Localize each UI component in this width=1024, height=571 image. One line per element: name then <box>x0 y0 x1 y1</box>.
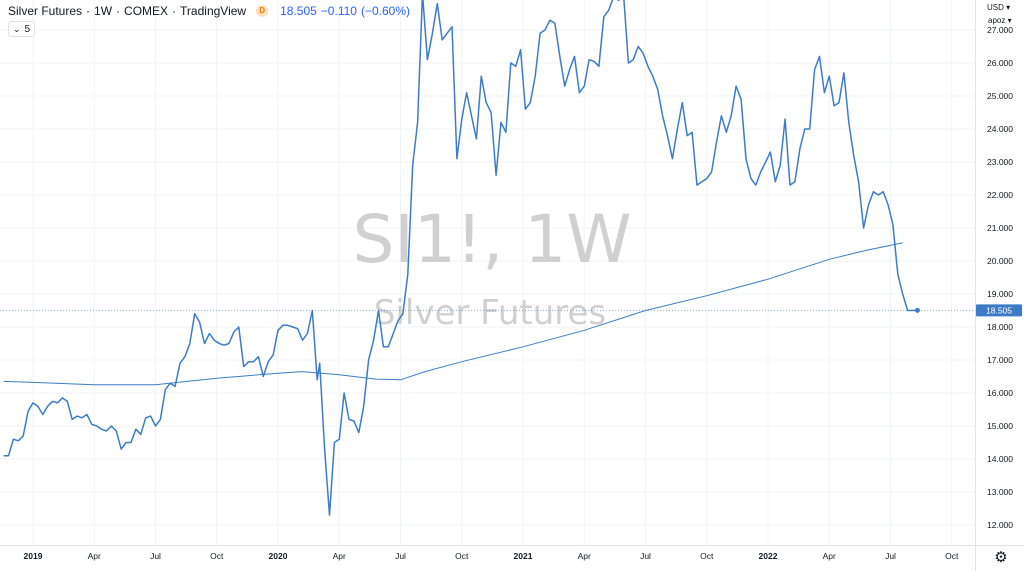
price-change-percent: (−0.60%) <box>360 4 410 18</box>
time-axis[interactable]: 2019 Apr Jul Oct 2020 Apr Jul Oct 2021 Apr Jul Oct 2… <box>24 551 959 561</box>
x-tick-label: Apr <box>333 551 346 561</box>
moving-average-line <box>3 242 903 386</box>
watermark-description: Silver Futures <box>374 293 606 333</box>
y-tick-label: 19.000 <box>987 289 1013 299</box>
interval-label[interactable]: 1W <box>94 4 113 18</box>
price-axis[interactable]: 12.000 13.000 14.000 15.000 16.000 17.000 18.0… <box>987 0 1013 530</box>
y-tick-label: 21.000 <box>987 223 1013 233</box>
chevron-down-icon: ▾ <box>1007 16 1012 25</box>
indicators-toggle[interactable]: ⌄ 5 <box>8 21 36 37</box>
scale-mode-selector[interactable]: apoz ▾ <box>988 16 1012 25</box>
price-change-value: −0.110 <box>320 4 357 18</box>
x-tick-label: Jul <box>640 551 651 561</box>
y-tick-label: 12.000 <box>987 520 1013 530</box>
x-tick-label: 2019 <box>24 551 43 561</box>
x-tick-label: Jul <box>885 551 896 561</box>
y-tick-label: 26.000 <box>987 58 1013 68</box>
y-tick-label: 22.000 <box>987 190 1013 200</box>
x-tick-label: Jul <box>150 551 161 561</box>
x-tick-label: Oct <box>945 551 959 561</box>
y-tick-label: 24.000 <box>987 124 1013 134</box>
y-tick-label: 18.000 <box>987 322 1013 332</box>
delayed-data-badge[interactable]: D <box>256 5 269 17</box>
y-tick-label: 25.000 <box>987 91 1013 101</box>
series <box>0 0 975 516</box>
x-tick-label: 2020 <box>269 551 288 561</box>
y-tick-label: 16.000 <box>987 388 1013 398</box>
symbol-title[interactable]: Silver Futures <box>8 4 83 18</box>
x-tick-label: 2022 <box>759 551 778 561</box>
legend-separator: · <box>172 4 177 18</box>
x-tick-label: Apr <box>823 551 836 561</box>
chevron-down-icon: ⌄ <box>13 23 21 34</box>
y-tick-label: 28.000 <box>987 0 1013 2</box>
y-tick-label: 17.000 <box>987 355 1013 365</box>
y-tick-label: 14.000 <box>987 454 1013 464</box>
watermark-symbol: SI1!, 1W <box>352 201 631 278</box>
x-tick-label: Apr <box>88 551 101 561</box>
x-tick-label: Oct <box>455 551 469 561</box>
y-tick-label: 20.000 <box>987 256 1013 266</box>
last-price-tag-bg <box>976 304 1022 317</box>
last-price-value: 18.505 <box>280 4 317 18</box>
exchange-label: COMEX <box>124 4 169 18</box>
chart-legend[interactable]: Silver Futures · 1W · COMEX · TradingVie… <box>8 3 414 19</box>
x-tick-label: Oct <box>210 551 224 561</box>
last-price-label: 18.505 <box>986 305 1012 315</box>
currency-label: USD <box>987 3 1004 12</box>
y-tick-label: 23.000 <box>987 157 1013 167</box>
scale-mode-label: apoz <box>988 16 1006 25</box>
indicator-count: 5 <box>24 23 31 35</box>
legend-separator: · <box>116 4 121 18</box>
x-tick-label: 2021 <box>514 551 533 561</box>
last-price-tag: 18.505 <box>976 304 1022 317</box>
y-tick-label: 15.000 <box>987 421 1013 431</box>
y-tick-label: 13.000 <box>987 487 1013 497</box>
last-price-marker <box>914 307 920 313</box>
x-tick-label: Oct <box>700 551 714 561</box>
legend-separator: · <box>86 4 91 18</box>
source-label: TradingView <box>180 4 247 18</box>
x-tick-label: Jul <box>395 551 406 561</box>
x-tick-label: Apr <box>578 551 591 561</box>
currency-selector[interactable]: USD ▾ <box>987 3 1010 12</box>
y-tick-label: 27.000 <box>987 25 1013 35</box>
chevron-down-icon: ▾ <box>1006 3 1011 12</box>
gear-icon[interactable]: ⚙ <box>994 549 1008 566</box>
price-line <box>3 0 918 516</box>
